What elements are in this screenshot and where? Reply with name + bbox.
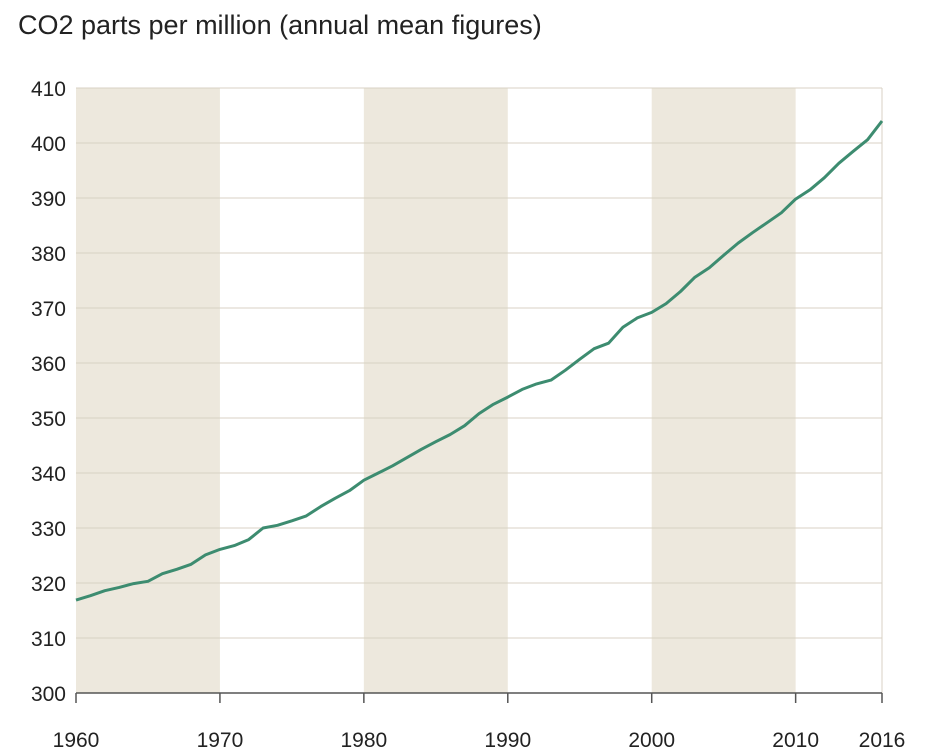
x-tick-label: 1990 (484, 729, 531, 752)
x-tick-label: 1980 (340, 729, 387, 752)
y-tick-label: 340 (31, 463, 66, 486)
y-tick-label: 350 (31, 408, 66, 431)
decade-band (363, 88, 508, 693)
decade-band (76, 88, 220, 693)
x-tick-label: 2016 (859, 729, 906, 752)
chart-title: CO2 parts per million (annual mean figur… (18, 10, 542, 40)
x-tick-label: 2000 (628, 729, 675, 752)
x-tick-label: 1970 (197, 729, 244, 752)
y-tick-label: 410 (31, 78, 66, 101)
x-tick-label: 2010 (772, 729, 819, 752)
y-tick-label: 370 (31, 298, 66, 321)
co2-series-line (75, 120, 884, 602)
y-tick-label: 330 (31, 518, 66, 541)
y-tick-label: 400 (31, 133, 66, 156)
x-tick-label: 1960 (53, 729, 100, 752)
y-tick-label: 360 (31, 353, 66, 376)
y-tick-label: 390 (31, 188, 66, 211)
y-tick-label: 300 (31, 683, 66, 706)
y-tick-label: 320 (31, 573, 66, 596)
decade-band (651, 88, 796, 693)
y-tick-label: 310 (31, 628, 66, 651)
y-tick-label: 380 (31, 243, 66, 266)
